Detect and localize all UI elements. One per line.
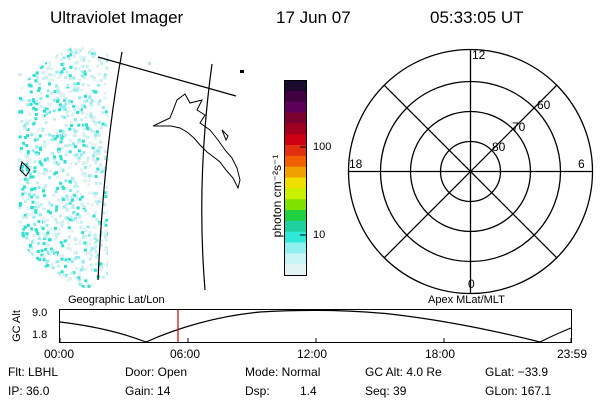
status-seq: Seq: 39 bbox=[365, 384, 407, 398]
colorbar-segment bbox=[284, 101, 307, 114]
status-glat: GLat: −33.9 bbox=[485, 365, 549, 379]
mlt-18-label: 18 bbox=[349, 157, 363, 171]
colorbar-segment bbox=[284, 80, 307, 92]
colorbar-segment bbox=[284, 112, 307, 124]
coastline-islet bbox=[221, 129, 229, 142]
time-label: 05:33:05 UT bbox=[430, 8, 524, 27]
colorbar-segment bbox=[284, 210, 307, 222]
altitude-ytick-bottom: 1.8 bbox=[32, 329, 48, 341]
mlt-0-label: 0 bbox=[468, 277, 475, 291]
status-gc-alt: GC Alt: 4.0 Re bbox=[365, 365, 442, 379]
xtick-2359: 23:59 bbox=[557, 347, 588, 361]
altitude-ytick-top: 9.0 bbox=[32, 307, 48, 319]
altitude-plot-frame bbox=[59, 309, 572, 343]
frame-edge-top bbox=[97, 56, 237, 97]
status-flt: Flt: LBHL bbox=[8, 365, 59, 379]
colorbar-segment bbox=[284, 188, 307, 200]
ring-60-label: 60 bbox=[537, 98, 551, 112]
disk-limb bbox=[97, 51, 123, 281]
colorbar-segment bbox=[284, 134, 307, 146]
status-mode: Mode: Normal bbox=[245, 365, 321, 379]
xtick-1800: 18:00 bbox=[425, 347, 456, 361]
altitude-xticks bbox=[59, 338, 572, 342]
status-glon: GLon: 167.1 bbox=[485, 384, 552, 398]
status-door: Door: Open bbox=[125, 365, 188, 379]
mlt-12-label: 12 bbox=[472, 48, 486, 62]
colorbar-segment bbox=[284, 123, 307, 135]
polar-plot bbox=[347, 48, 594, 295]
speck bbox=[240, 70, 244, 73]
colorbar-segment bbox=[284, 264, 307, 276]
colorbar-segment bbox=[284, 199, 307, 211]
status-dsp-value: 1.4 bbox=[300, 384, 317, 398]
colorbar-segment bbox=[284, 220, 307, 233]
colorbar-segment bbox=[284, 231, 307, 244]
xtick-1200: 12:00 bbox=[297, 347, 328, 361]
colorbar-tick-100: 100 bbox=[313, 141, 332, 153]
colorbar-segment bbox=[284, 177, 307, 189]
altitude-curve bbox=[59, 309, 572, 343]
mlt-6-label: 6 bbox=[578, 157, 585, 171]
colorbar-segment bbox=[284, 253, 307, 265]
ring-70-label: 70 bbox=[512, 120, 526, 134]
meridian-diag-2 bbox=[383, 84, 558, 259]
polar-label: Apex MLat/MLT bbox=[428, 294, 505, 306]
status-dsp-label: Dsp: bbox=[245, 384, 270, 398]
speck bbox=[18, 73, 22, 76]
coastline bbox=[152, 93, 241, 190]
colorbar bbox=[284, 80, 307, 276]
frame-edge-right bbox=[201, 63, 213, 291]
colorbar-segment bbox=[284, 242, 307, 254]
colorbar-segment bbox=[284, 90, 307, 103]
coastline-west bbox=[19, 161, 31, 177]
instrument-title: Ultraviolet Imager bbox=[50, 8, 184, 27]
colorbar-segment bbox=[284, 155, 307, 168]
colorbar-segment bbox=[284, 166, 307, 179]
date-label: 17 Jun 07 bbox=[276, 8, 351, 27]
speck bbox=[148, 62, 151, 65]
colorbar-segment bbox=[284, 145, 307, 157]
xtick-0600: 06:00 bbox=[170, 347, 201, 361]
status-ip: IP: 36.0 bbox=[8, 384, 50, 398]
colorbar-tick-10: 10 bbox=[313, 229, 326, 241]
ring-80-label: 80 bbox=[492, 140, 506, 154]
geographic-label: Geographic Lat/Lon bbox=[68, 294, 165, 306]
xtick-0000: 00:00 bbox=[44, 347, 75, 361]
status-gain: Gain: 14 bbox=[125, 384, 171, 398]
